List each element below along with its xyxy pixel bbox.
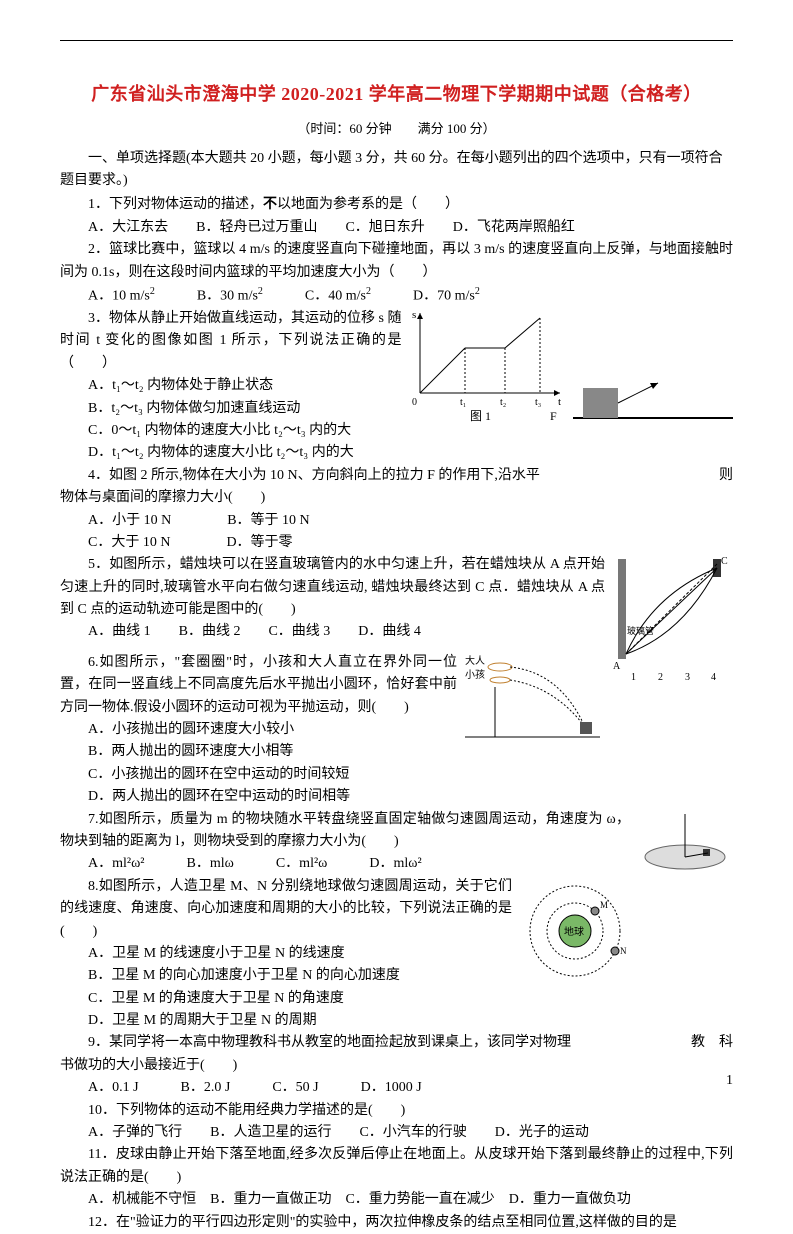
q12: 12．在"验证力的平行四边形定则"的实验中，两次拉伸橡皮条的结点至相同位置,这样…	[60, 1212, 733, 1234]
svg-text:F: F	[550, 409, 557, 423]
svg-text:大人: 大人	[465, 654, 485, 667]
fig6-svg: 大人 小孩	[465, 652, 605, 747]
q2-opts: A．10 m/s2 B．30 m/s2 C．40 m/s2 D．70 m/s2	[60, 284, 733, 308]
svg-text:t₁: t₁	[460, 397, 466, 408]
q6-b: B．两人抛出的圆环速度大小相等	[60, 741, 733, 763]
q2-b: B．30 m/s	[197, 289, 258, 304]
svg-text:3: 3	[685, 672, 690, 683]
svg-text:t₃: t₃	[535, 397, 541, 408]
q8-a: A．卫星 M 的线速度小于卫星 N 的线速度	[60, 943, 733, 965]
q4-end: 则	[691, 465, 733, 487]
fig3-svg: s t 0 t₁ t₂ t₃ 图 1 F	[410, 308, 570, 428]
q7-opts: A．ml²ω² B．mlω C．ml²ω D．mlω²	[60, 853, 733, 875]
svg-text:1: 1	[631, 672, 636, 683]
q8: 8.如图所示，人造卫星 M、N 分别绕地球做匀速圆周运动，关于它们的线速度、角速…	[60, 876, 733, 943]
q1: 1．下列对物体运动的描述，不以地面为参考系的是（ ）	[60, 194, 733, 216]
q11: 11．皮球由静止开始下落至地面,经多次反弹后停止在地面上。从皮球开始下落到最终静…	[60, 1144, 733, 1189]
svg-text:C: C	[721, 556, 728, 567]
q4-ab: A．小于 10 N B．等于 10 N	[60, 510, 733, 532]
section-1-header: 一、单项选择题(本大题共 20 小题，每小题 3 分，共 60 分。在每小题列出…	[60, 148, 733, 193]
q7: 7.如图所示，质量为 m 的物块随水平转盘绕竖直固定轴做匀速圆周运动，角速度为 …	[60, 809, 733, 854]
q1-text: 1．下列对物体运动的描述，	[88, 197, 263, 212]
fig4-svg	[573, 378, 733, 428]
q4-p1: 4．如图 2 所示,物体在大小为 10 N、方向斜向上的拉力 F 的作用下,沿水…	[60, 465, 733, 487]
q9-p2: 书做功的大小最接近于( )	[60, 1055, 733, 1077]
q3-d: D．t₁～t₂ 内物体的速度大小比 t₂～t₃ 内的大	[60, 442, 733, 464]
q2: 2．篮球比赛中，篮球以 4 m/s 的速度竖直向下碰撞地面，再以 3 m/s 的…	[60, 239, 733, 284]
q4-text1: 4．如图 2 所示,物体在大小为 10 N、方向斜向上的拉力 F 的作用下,沿水…	[88, 468, 540, 483]
figure-8: 地球 M N	[520, 876, 630, 994]
q6-a: A．小孩抛出的圆环速度大小较小	[60, 719, 733, 741]
fig5-svg: A C 1 2 3 4 玻璃管	[613, 554, 733, 684]
q8-c: C．卫星 M 的角速度大于卫星 N 的角速度	[60, 988, 733, 1010]
q10-opts: A．子弹的飞行 B．人造卫星的运行 C．小汽车的行驶 D．光子的运动	[60, 1122, 733, 1144]
q9-opts: A．0.1 J B．2.0 J C．50 J D．1000 J	[60, 1077, 733, 1099]
q6-d: D．两人抛出的圆环在空中运动的时间相等	[60, 786, 733, 808]
q1-rest: 以地面为参考系的是（ ）	[277, 197, 459, 212]
svg-text:小孩: 小孩	[465, 668, 485, 681]
q9-text1: 9．某同学将一本高中物理教科书从教室的地面捡起放到课桌上，该同学对物理	[88, 1035, 571, 1050]
q11-opts: A．机械能不守恒 B．重力一直做正功 C．重力势能一直在减少 D．重力一直做负功	[60, 1189, 733, 1211]
fig7-svg	[638, 809, 733, 879]
svg-text:t: t	[558, 396, 561, 408]
svg-text:地球: 地球	[564, 925, 584, 938]
figure-6: 大人 小孩	[465, 652, 605, 755]
svg-text:N: N	[620, 946, 627, 956]
subtitle: （时间：60 分钟 满分 100 分）	[60, 119, 733, 140]
q2-a: A．10 m/s	[88, 289, 150, 304]
q7-a: A．ml²ω²	[88, 856, 145, 871]
q9-p1: 9．某同学将一本高中物理教科书从教室的地面捡起放到课桌上，该同学对物理 教 科	[60, 1032, 733, 1054]
q10: 10．下列物体的运动不能用经典力学描述的是( )	[60, 1100, 733, 1122]
q7-c: C．ml²ω	[276, 856, 328, 871]
title: 广东省汕头市澄海中学 2020-2021 学年高二物理下学期期中试题（合格考）	[60, 80, 733, 109]
svg-text:4: 4	[711, 672, 716, 683]
svg-text:s: s	[412, 309, 416, 321]
q8-d: D．卫星 M 的周期大于卫星 N 的周期	[60, 1010, 733, 1032]
svg-text:M: M	[600, 900, 608, 910]
q4-p2: 物体与桌面间的摩擦力大小( )	[60, 487, 733, 509]
svg-text:图 1: 图 1	[470, 409, 491, 423]
figure-5: A C 1 2 3 4 玻璃管	[613, 554, 733, 692]
q2-d: D．70 m/s	[413, 289, 475, 304]
svg-text:t₂: t₂	[500, 397, 506, 408]
q1-bold: 不	[263, 197, 277, 212]
q9-end: 教 科	[663, 1032, 733, 1054]
svg-text:0: 0	[412, 397, 417, 408]
q7-b: B．mlω	[187, 856, 234, 871]
q4-cd: C．大于 10 N D．等于零	[60, 532, 733, 554]
svg-text:玻璃管: 玻璃管	[627, 625, 654, 636]
q7-d: D．mlω²	[369, 856, 421, 871]
figure-3-4: s t 0 t₁ t₂ t₃ 图 1 F	[410, 308, 734, 436]
svg-text:A: A	[613, 661, 621, 672]
top-rule	[60, 40, 733, 41]
q1-opts: A．大江东去 B．轻舟已过万重山 C．旭日东升 D．飞花两岸照船红	[60, 217, 733, 239]
q6-c: C．小孩抛出的圆环在空中运动的时间较短	[60, 764, 733, 786]
figure-7	[638, 809, 733, 887]
svg-text:2: 2	[658, 672, 663, 683]
fig8-svg: 地球 M N	[520, 876, 630, 986]
q2-c: C．40 m/s	[305, 289, 366, 304]
q8-b: B．卫星 M 的向心加速度小于卫星 N 的向心加速度	[60, 965, 733, 987]
page-number: 1	[726, 1070, 733, 1092]
